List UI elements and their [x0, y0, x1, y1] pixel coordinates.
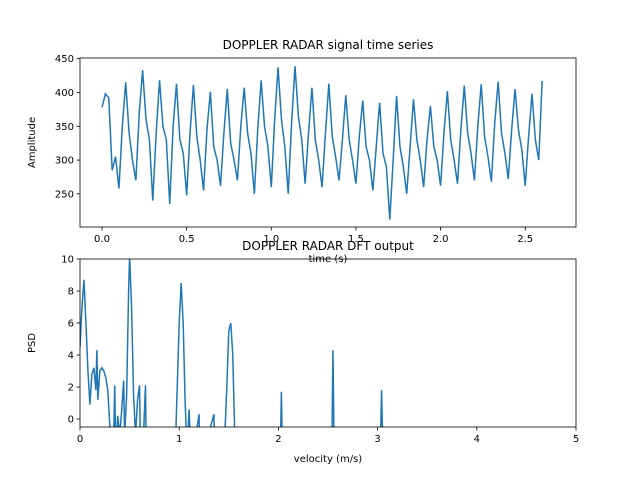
y-tick-label: 450	[55, 54, 74, 65]
y-tick-label: 4	[68, 351, 74, 362]
y-tick-label: 8	[68, 287, 74, 298]
x-tick-label: 1.5	[348, 234, 364, 245]
y-axis-label: PSD	[27, 333, 38, 353]
y-axis-label: Amplitude	[27, 117, 38, 168]
x-tick-label: 2.0	[433, 234, 449, 245]
x-axis-label: velocity (m/s)	[294, 454, 362, 465]
x-tick-label: 3	[374, 434, 380, 445]
y-tick-label: 250	[55, 189, 74, 200]
y-tick-label: 350	[55, 122, 74, 133]
x-axis-label: time (s)	[309, 254, 348, 265]
x-tick-label: 0	[77, 434, 83, 445]
x-tick-label: 2	[275, 434, 281, 445]
data-line	[101, 66, 543, 220]
axes-frame	[79, 258, 577, 428]
y-tick-label: 10	[61, 255, 74, 266]
x-tick-label: 2.5	[517, 234, 533, 245]
y-tick-label: 2	[68, 383, 74, 394]
x-tick-label: 0.5	[179, 234, 195, 245]
data-line	[80, 259, 384, 427]
x-tick-label: 1	[176, 434, 182, 445]
chart-title: DOPPLER RADAR DFT output	[242, 239, 414, 253]
chart-title: DOPPLER RADAR signal time series	[223, 38, 434, 52]
y-tick-label: 400	[55, 88, 74, 99]
x-tick-label: 5	[573, 434, 579, 445]
y-tick-label: 300	[55, 156, 74, 167]
x-tick-label: 4	[474, 434, 480, 445]
y-tick-label: 6	[68, 319, 74, 330]
y-tick-label: 0	[68, 415, 74, 426]
x-tick-label: 0.0	[94, 234, 110, 245]
axes-frame	[79, 57, 577, 228]
x-tick-label: 1.0	[263, 234, 279, 245]
